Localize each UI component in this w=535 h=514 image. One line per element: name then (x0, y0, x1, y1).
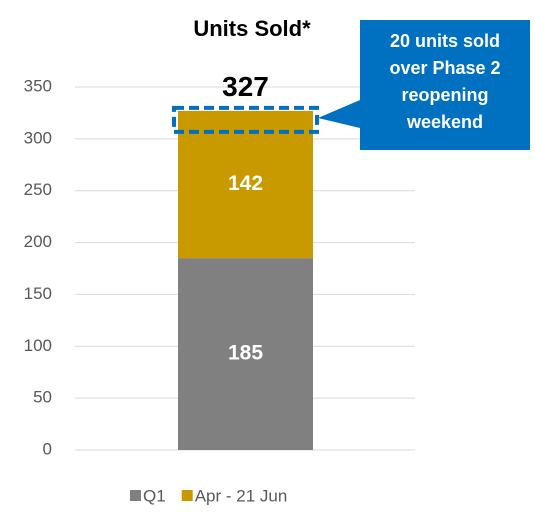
y-tick-label: 100 (24, 336, 52, 355)
callout-text: weekend (406, 112, 483, 132)
y-tick-label: 250 (24, 180, 52, 199)
bar-segment (178, 110, 313, 259)
y-tick-label: 150 (24, 284, 52, 303)
total-label: 327 (222, 71, 269, 102)
callout-text: 20 units sold (390, 31, 500, 51)
legend-swatch (181, 490, 193, 501)
data-label: 185 (228, 342, 263, 365)
callout (318, 20, 530, 150)
highlight-box (172, 105, 319, 134)
bar-segment (178, 258, 313, 450)
legend-swatch (130, 490, 141, 501)
legend-label: Apr - 21 Jun (195, 486, 288, 505)
y-tick-label: 50 (33, 388, 52, 407)
callout-text: reopening (401, 85, 488, 105)
y-tick-label: 350 (24, 76, 52, 95)
data-label: 142 (228, 172, 263, 195)
callout-text: over Phase 2 (389, 58, 500, 78)
y-tick-label: 0 (43, 439, 52, 458)
y-tick-label: 300 (24, 128, 52, 147)
chart-title: Units Sold* (193, 16, 311, 41)
y-tick-label: 200 (24, 232, 52, 251)
legend-label: Q1 (143, 486, 166, 505)
